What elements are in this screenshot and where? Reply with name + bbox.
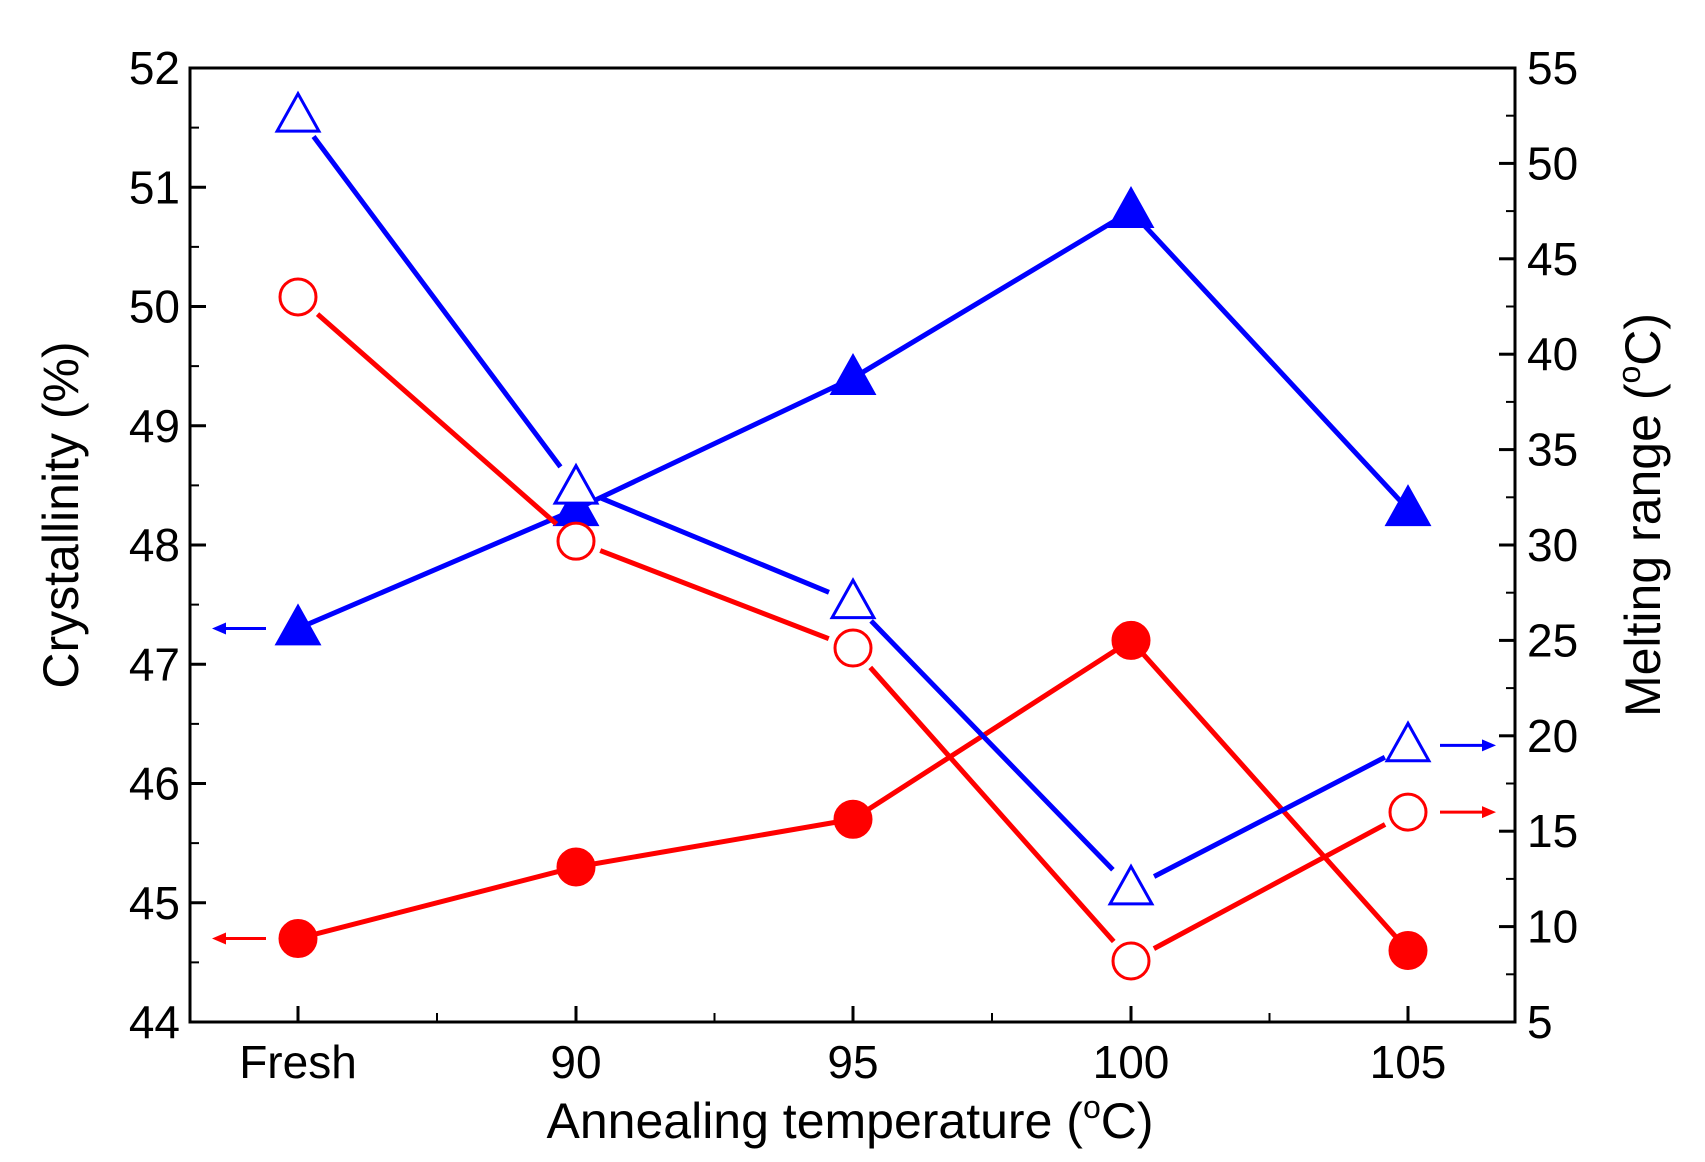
axes-layer [188, 66, 1517, 1024]
y-right-tick-label: 5 [1527, 996, 1553, 1048]
data-point [278, 277, 318, 317]
series-line-segment [297, 506, 577, 631]
data-point [1107, 186, 1155, 228]
y-right-tick-label: 15 [1527, 805, 1578, 857]
data-point [552, 462, 600, 505]
y-right-tick-label: 45 [1527, 233, 1578, 285]
y-right-tick-label: 40 [1527, 328, 1578, 380]
x-axis-title: Annealing temperature (oC) [547, 1089, 1154, 1149]
series-line-segment [311, 135, 563, 469]
y-left-tick-label: 49 [129, 400, 180, 452]
y-right-tick-label: 55 [1527, 42, 1578, 94]
data-point [1111, 620, 1151, 660]
series-line-segment [851, 208, 1133, 381]
y-left-axis-title: Crystallinity (%) [33, 341, 89, 688]
data-point [1111, 941, 1151, 981]
data-point [1388, 792, 1428, 832]
data-point [1107, 863, 1155, 906]
series-line-segment [1129, 638, 1410, 953]
series-3 [278, 277, 1428, 981]
y-left-tick-label: 44 [129, 996, 180, 1048]
x-tick-label: 100 [1093, 1036, 1170, 1088]
y-right-tick-label: 10 [1527, 901, 1578, 953]
series-layer [212, 90, 1496, 981]
x-tick-label: Fresh [239, 1036, 357, 1088]
y-left-tick-label: 46 [129, 758, 180, 810]
axis-indicator-arrow [212, 932, 266, 945]
data-point [1384, 484, 1432, 527]
data-point [1384, 720, 1432, 763]
data-point [833, 799, 873, 839]
series-line-segment [851, 638, 1133, 822]
series-line-segment [575, 816, 854, 870]
axis-indicator-arrow [212, 622, 266, 635]
data-point [278, 919, 318, 959]
series-line-segment [297, 864, 577, 941]
y-left-tick-label: 45 [129, 877, 180, 929]
series-line-segment [868, 665, 1116, 944]
data-point [833, 628, 873, 668]
x-tick-label: 105 [1370, 1036, 1447, 1088]
series-1 [278, 620, 1428, 970]
data-point [274, 90, 322, 133]
data-point [274, 603, 322, 646]
axis-indicator-arrow [1440, 739, 1496, 752]
data-point [556, 847, 596, 887]
y-right-tick-label: 30 [1527, 519, 1578, 571]
y-left-tick-label: 51 [129, 161, 180, 213]
y-right-tick-label: 50 [1527, 137, 1578, 189]
plot-frame [188, 66, 1517, 1024]
y-right-tick-label: 35 [1527, 424, 1578, 476]
series-line-segment [1152, 755, 1387, 879]
data-point [556, 521, 596, 561]
x-tick-label: 95 [827, 1036, 878, 1088]
series-line-segment [599, 495, 830, 595]
series-2 [274, 90, 1432, 906]
data-point [829, 577, 877, 620]
series-0 [274, 186, 1432, 646]
series-line-segment [1129, 209, 1410, 511]
y-left-tick-label: 52 [129, 42, 180, 94]
y-left-tick-label: 47 [129, 638, 180, 690]
y-left-tick-label: 48 [129, 519, 180, 571]
axis-indicator-arrow [1440, 806, 1496, 819]
y-right-tick-label: 20 [1527, 710, 1578, 762]
series-line-segment [599, 548, 830, 642]
y-right-tick-label: 25 [1527, 614, 1578, 666]
x-tick-label: 90 [550, 1036, 601, 1088]
series-line-segment [869, 619, 1115, 872]
y-left-tick-label: 50 [129, 281, 180, 333]
labels-layer: Annealing temperature (oC) Crystallinity… [33, 42, 1671, 1149]
series-line-segment [1152, 822, 1387, 951]
series-line-segment [315, 312, 559, 526]
data-point [1388, 930, 1428, 970]
data-point [829, 352, 877, 395]
series-line-segment [574, 375, 855, 512]
y-right-axis-title: Melting range (oC) [1611, 313, 1671, 717]
